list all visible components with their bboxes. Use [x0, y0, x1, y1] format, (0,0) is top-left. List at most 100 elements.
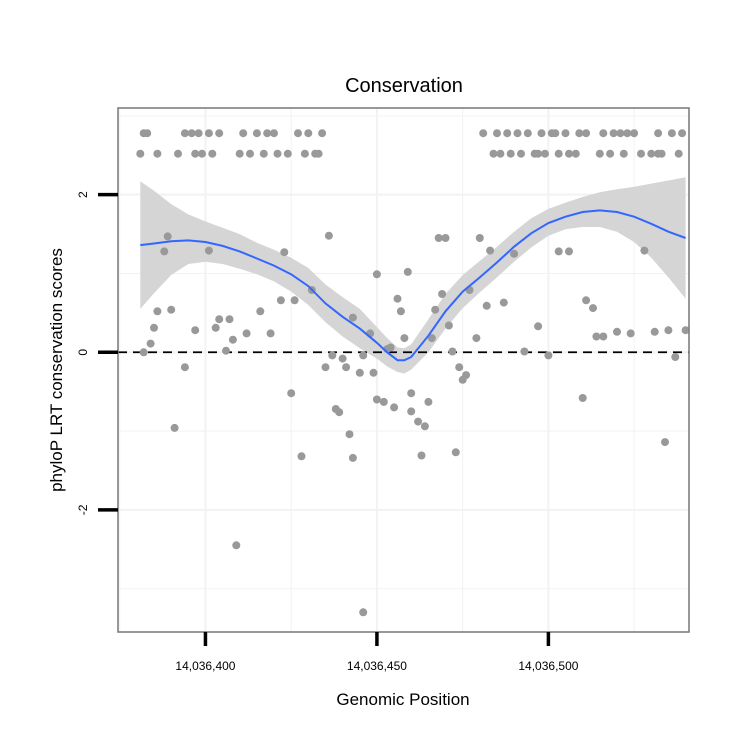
data-point — [551, 129, 560, 138]
smooth-line — [140, 209, 686, 362]
x-axis-title: Genomic Position — [336, 690, 469, 709]
y-axis: -2 0 2 — [76, 191, 118, 515]
data-point — [222, 346, 230, 355]
data-points — [136, 129, 690, 617]
data-point — [393, 294, 402, 303]
data-point — [434, 234, 443, 242]
data-point — [565, 149, 573, 158]
data-point — [324, 231, 333, 240]
data-point — [335, 408, 344, 417]
smooth-line-layer — [140, 209, 686, 362]
data-point — [448, 347, 457, 356]
data-point — [194, 129, 203, 138]
data-point — [180, 363, 189, 372]
data-point — [561, 129, 570, 138]
data-point — [599, 332, 608, 341]
data-point — [187, 129, 196, 138]
data-point — [616, 129, 625, 138]
data-point — [414, 417, 423, 426]
data-point — [441, 234, 450, 242]
y-tick-label: 2 — [76, 191, 90, 198]
data-point — [252, 129, 261, 138]
data-point — [191, 326, 200, 335]
data-point — [506, 149, 515, 158]
data-point — [338, 354, 347, 363]
data-point — [496, 149, 505, 158]
data-point — [348, 313, 357, 322]
data-point — [242, 329, 251, 338]
data-point — [328, 351, 337, 360]
data-point — [630, 129, 639, 138]
data-point — [554, 149, 563, 158]
data-point — [626, 329, 635, 338]
data-point — [482, 301, 491, 310]
data-point — [345, 430, 354, 439]
data-point — [667, 129, 676, 138]
data-point — [499, 298, 508, 307]
data-point — [204, 246, 213, 255]
data-point — [513, 129, 522, 138]
data-point — [369, 368, 378, 377]
data-point — [204, 129, 213, 138]
data-point — [208, 149, 217, 158]
chart-title: Conservation — [345, 75, 463, 97]
data-point — [139, 348, 148, 357]
data-point — [153, 149, 162, 158]
data-point — [348, 453, 357, 462]
data-point — [647, 149, 656, 158]
data-point — [396, 307, 405, 316]
data-point — [300, 149, 309, 158]
data-point — [534, 149, 543, 158]
data-point — [174, 149, 182, 158]
data-point — [427, 334, 436, 343]
data-point — [534, 322, 543, 331]
x-tick-label: 14,036,500 — [518, 659, 578, 673]
confidence-ribbon-layer — [140, 177, 686, 374]
data-point — [287, 389, 296, 398]
data-point — [664, 326, 673, 335]
data-point — [619, 149, 628, 158]
data-point — [678, 129, 687, 138]
data-point — [294, 129, 302, 138]
data-point — [170, 423, 179, 432]
data-point — [455, 363, 464, 372]
data-point — [355, 368, 364, 377]
data-point — [674, 149, 683, 158]
data-point — [420, 422, 429, 431]
data-point — [239, 129, 248, 138]
data-point — [372, 270, 381, 279]
data-point — [475, 234, 484, 242]
data-point — [462, 371, 471, 380]
data-point — [342, 363, 351, 372]
data-point — [609, 129, 618, 138]
data-point — [215, 315, 224, 324]
x-axis: 14,036,400 14,036,450 14,036,500 — [175, 632, 579, 673]
data-point — [163, 232, 172, 241]
data-point — [390, 403, 399, 412]
data-point — [486, 246, 495, 255]
data-point — [537, 129, 546, 138]
data-point — [582, 129, 591, 138]
data-point — [143, 129, 152, 138]
data-point — [150, 323, 158, 332]
data-point — [290, 296, 299, 305]
y-tick-label: -2 — [76, 504, 90, 515]
data-point — [266, 329, 275, 338]
data-point — [403, 267, 412, 276]
data-point — [654, 129, 663, 138]
data-point — [215, 129, 224, 138]
data-point — [232, 541, 241, 550]
data-point — [575, 129, 584, 138]
data-point — [280, 248, 289, 257]
data-point — [228, 335, 237, 344]
data-point — [167, 305, 176, 314]
data-point — [565, 247, 573, 256]
data-point — [136, 149, 145, 158]
data-point — [606, 149, 615, 158]
data-point — [671, 353, 680, 361]
data-point — [417, 451, 426, 460]
data-point — [681, 326, 690, 335]
data-point — [407, 389, 416, 398]
data-point — [321, 363, 330, 372]
data-point — [510, 249, 519, 258]
